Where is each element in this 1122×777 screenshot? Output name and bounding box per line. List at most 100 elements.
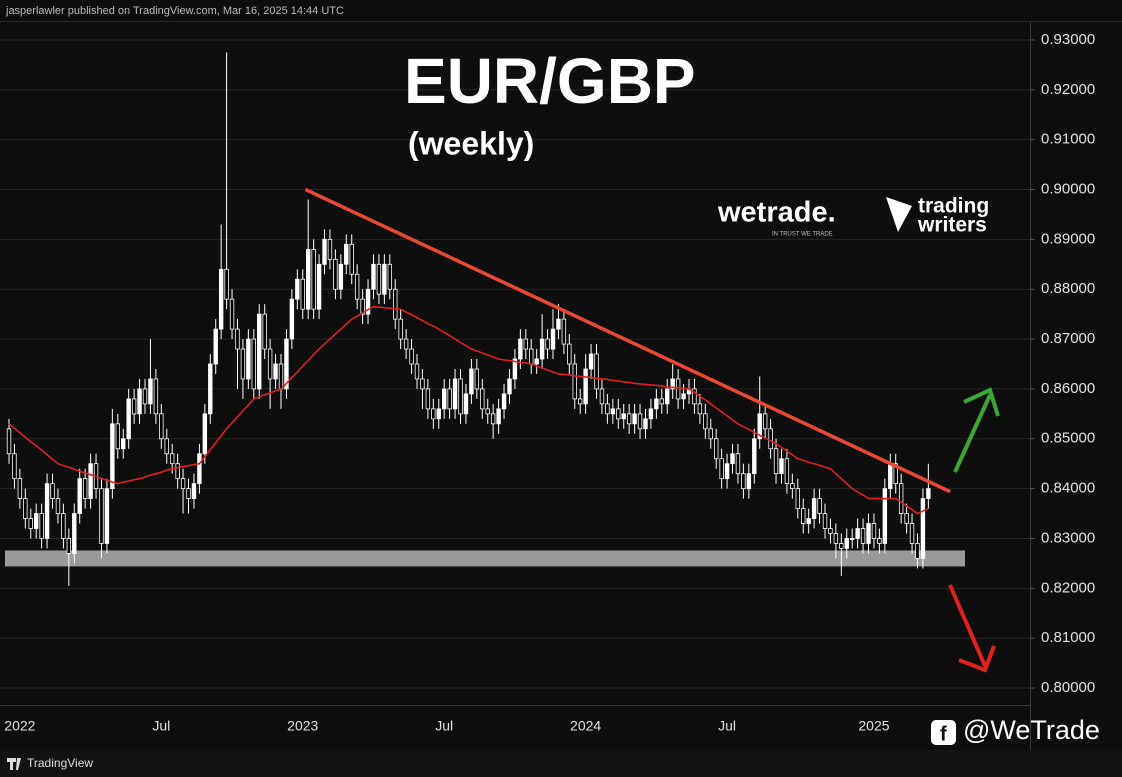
x-tick-label: Jul [435, 718, 453, 734]
candle-body [697, 403, 703, 415]
candle-body [61, 513, 66, 539]
x-tick-label: 2024 [570, 718, 601, 734]
candle-body [833, 533, 839, 544]
candle-body [534, 358, 539, 365]
candle-body [273, 363, 278, 380]
candle-body [501, 393, 507, 410]
candle-body [169, 453, 175, 465]
candle-body [202, 413, 208, 455]
candle-body [926, 488, 931, 500]
candle-body [153, 378, 159, 415]
candle-body [289, 298, 295, 340]
candle-body [387, 263, 392, 290]
candle-body [866, 523, 871, 544]
candle-body [915, 543, 920, 559]
candle-body [735, 453, 741, 475]
y-tick-label: 0.91000 [1041, 131, 1095, 148]
candle-body [175, 463, 180, 480]
candle-body [801, 508, 806, 524]
candle-body [88, 463, 93, 500]
candle-body [300, 278, 305, 310]
candle-body [621, 413, 626, 420]
candle-body [523, 338, 528, 350]
footer-logo [7, 758, 21, 770]
candle-body [393, 288, 398, 320]
candle-body [882, 488, 888, 544]
watermark-brand: wetrade. [717, 197, 836, 229]
candle-body [72, 513, 77, 554]
candle-body [893, 463, 898, 485]
candle-body [365, 288, 371, 315]
candle-body [512, 358, 518, 380]
y-tick-label: 0.87000 [1041, 330, 1095, 347]
candle-body [12, 453, 17, 480]
candle-body [746, 473, 752, 490]
candle-body [50, 483, 55, 500]
candle-body [752, 438, 757, 475]
watermark-partner: writers [917, 214, 987, 237]
candle-body [148, 378, 153, 405]
candle-body [246, 338, 251, 380]
candle-body [213, 328, 218, 365]
candle-body [762, 413, 768, 430]
candle-body [692, 388, 697, 405]
candle-body [518, 338, 523, 360]
candle-body [828, 528, 833, 534]
candle-body [360, 298, 365, 315]
candle-body [420, 378, 425, 390]
y-tick-label: 0.81000 [1041, 629, 1095, 646]
candle-body [229, 298, 235, 330]
candle-body [322, 238, 327, 265]
candle-body [578, 398, 583, 405]
candle-body [463, 393, 469, 415]
candle-body [741, 473, 746, 490]
support-zone [5, 550, 965, 567]
y-tick-label: 0.82000 [1041, 579, 1095, 596]
candle-body [675, 378, 681, 400]
facebook-glyph: f [940, 723, 947, 745]
trendline [304, 187, 951, 494]
candle-body [208, 363, 213, 415]
candle-body [844, 538, 849, 549]
candle-body [382, 263, 387, 295]
y-tick-label: 0.84000 [1041, 480, 1095, 497]
candle-body [724, 463, 730, 480]
candle-body [137, 388, 142, 415]
candle-body [496, 408, 501, 425]
candle-body [55, 498, 61, 514]
candle-body [44, 483, 50, 539]
candle-body [871, 523, 877, 539]
candle-body [898, 483, 904, 514]
chart-title: EUR/GBP [404, 45, 696, 117]
candle-body [806, 518, 811, 524]
candle-body [338, 263, 344, 290]
candle-body [719, 458, 724, 480]
candle-body [860, 528, 866, 544]
candle-body [594, 353, 599, 390]
candle-body [34, 513, 39, 529]
candle-body [371, 263, 376, 290]
candle-body [121, 438, 126, 450]
facebook-icon [931, 720, 956, 745]
candle-body [561, 318, 567, 345]
y-tick-label: 0.85000 [1041, 430, 1095, 447]
x-tick-label: 2022 [4, 718, 35, 734]
down-arrow [948, 584, 996, 673]
candle-body [550, 328, 556, 350]
candle-body [643, 418, 648, 430]
candle-body [425, 388, 431, 410]
candle-body [164, 438, 169, 455]
candle-body [333, 258, 338, 290]
candle-body [888, 463, 893, 490]
candle-body [311, 248, 316, 310]
candle-body [567, 343, 572, 365]
candle-body [431, 408, 436, 420]
candle-body [795, 488, 800, 509]
candle-body [436, 408, 441, 420]
candle-body [507, 378, 512, 395]
candle-body [316, 263, 322, 310]
candle-body [267, 348, 273, 380]
byline: jasperlawler published on TradingView.co… [5, 5, 344, 17]
candle-body [545, 338, 550, 350]
